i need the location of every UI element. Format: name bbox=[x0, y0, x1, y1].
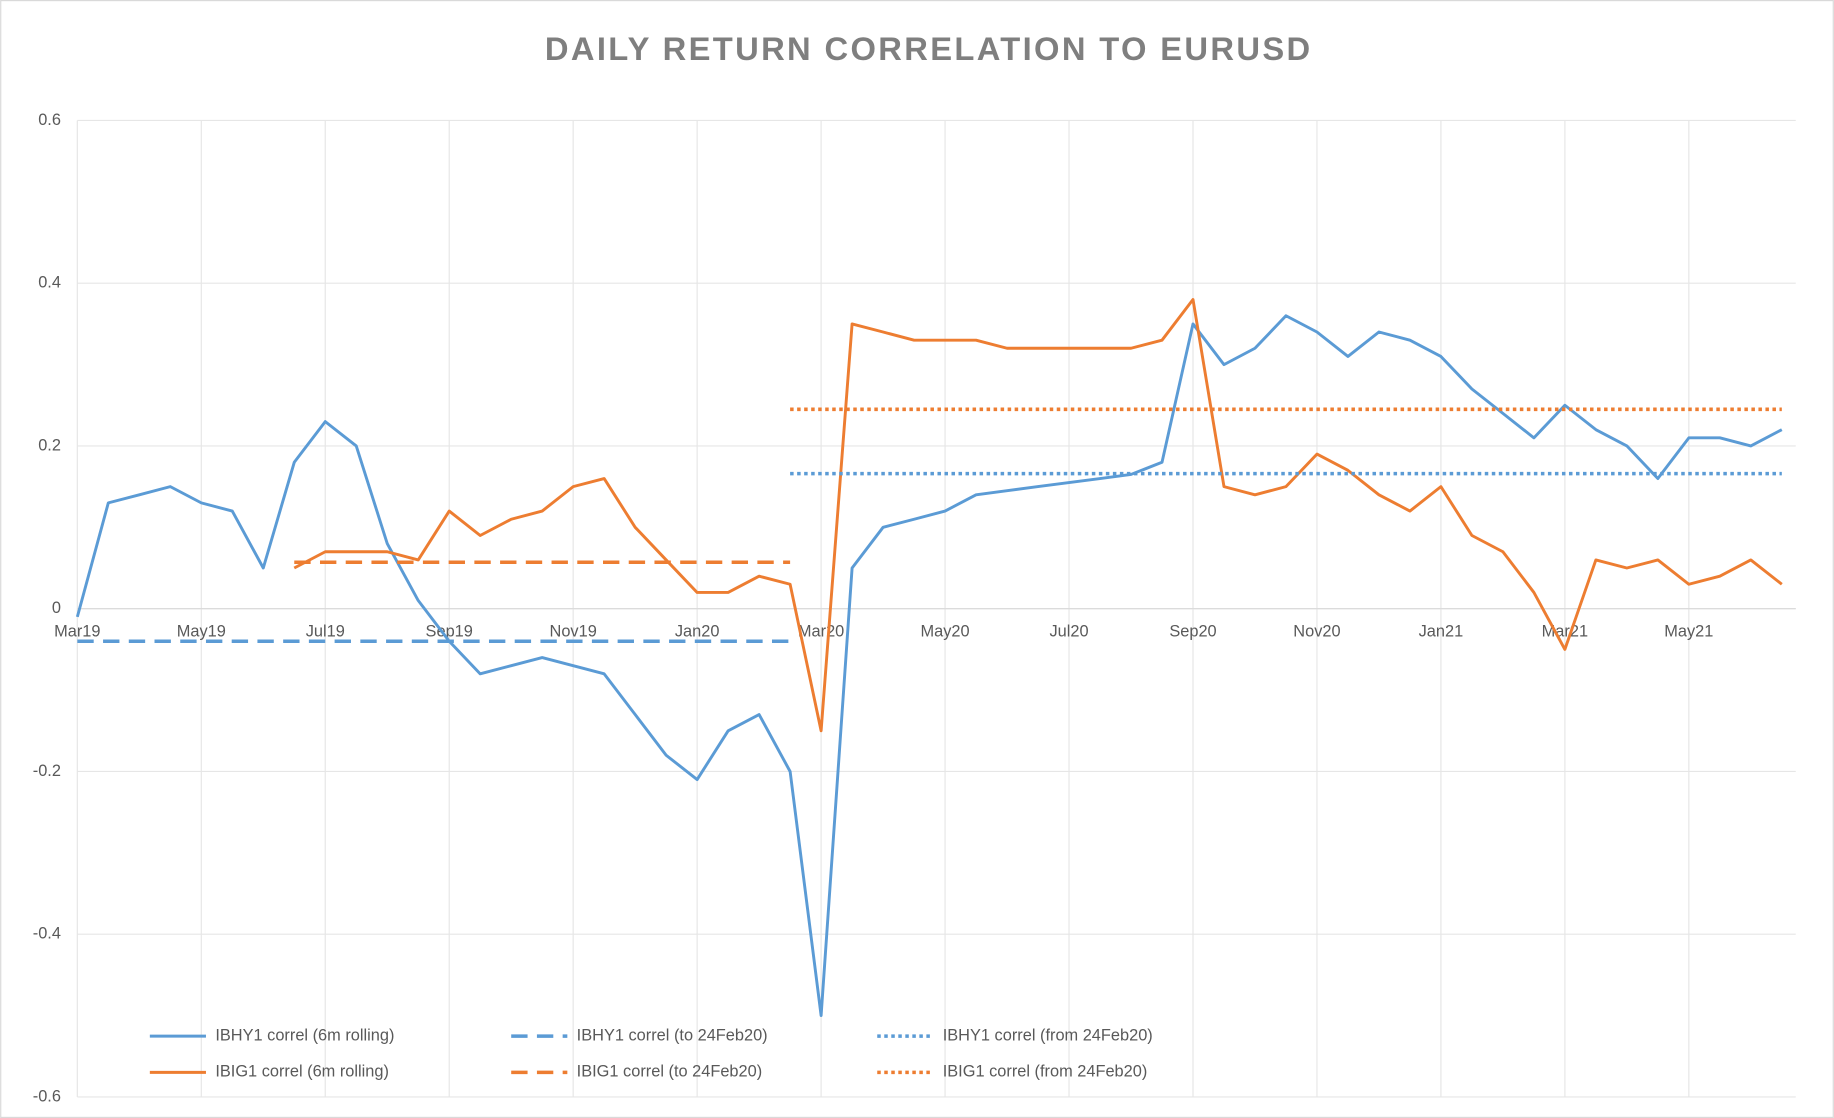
legend-label: IBHY1 correl (to 24Feb20) bbox=[577, 1026, 768, 1044]
series-line bbox=[75, 314, 1783, 1018]
x-tick-label: Mar19 bbox=[54, 622, 100, 640]
legend-label: IBIG1 correl (from 24Feb20) bbox=[943, 1063, 1148, 1081]
legend-label: IBIG1 correl (to 24Feb20) bbox=[577, 1063, 762, 1081]
series-line bbox=[293, 298, 1783, 733]
y-tick-label: 0.6 bbox=[38, 111, 61, 129]
x-tick-label: May21 bbox=[1664, 622, 1713, 640]
x-tick-label: Sep19 bbox=[426, 622, 473, 640]
x-tick-label: May20 bbox=[921, 622, 970, 640]
x-tick-label: Nov20 bbox=[1293, 622, 1340, 640]
y-tick-label: 0 bbox=[52, 599, 61, 617]
x-tick-label: Jan20 bbox=[675, 622, 720, 640]
legend-label: IBHY1 correl (from 24Feb20) bbox=[943, 1026, 1153, 1044]
y-tick-label: 0.4 bbox=[38, 274, 61, 292]
y-tick-label: -0.6 bbox=[33, 1087, 61, 1105]
x-tick-label: Mar20 bbox=[798, 622, 844, 640]
x-tick-label: Nov19 bbox=[550, 622, 597, 640]
x-tick-label: Mar21 bbox=[1542, 622, 1588, 640]
x-tick-label: Jan21 bbox=[1419, 622, 1464, 640]
y-tick-label: -0.2 bbox=[33, 762, 61, 780]
legend-label: IBIG1 correl (6m rolling) bbox=[215, 1063, 389, 1081]
y-tick-label: -0.4 bbox=[33, 925, 61, 943]
x-tick-label: Sep20 bbox=[1169, 622, 1216, 640]
x-tick-label: Jul19 bbox=[306, 622, 345, 640]
x-tick-label: Jul20 bbox=[1049, 622, 1088, 640]
x-tick-label: May19 bbox=[177, 622, 226, 640]
legend-label: IBHY1 correl (6m rolling) bbox=[215, 1026, 394, 1044]
y-tick-label: 0.2 bbox=[38, 436, 61, 454]
chart-title: DAILY RETURN CORRELATION TO EURUSD bbox=[545, 30, 1313, 67]
